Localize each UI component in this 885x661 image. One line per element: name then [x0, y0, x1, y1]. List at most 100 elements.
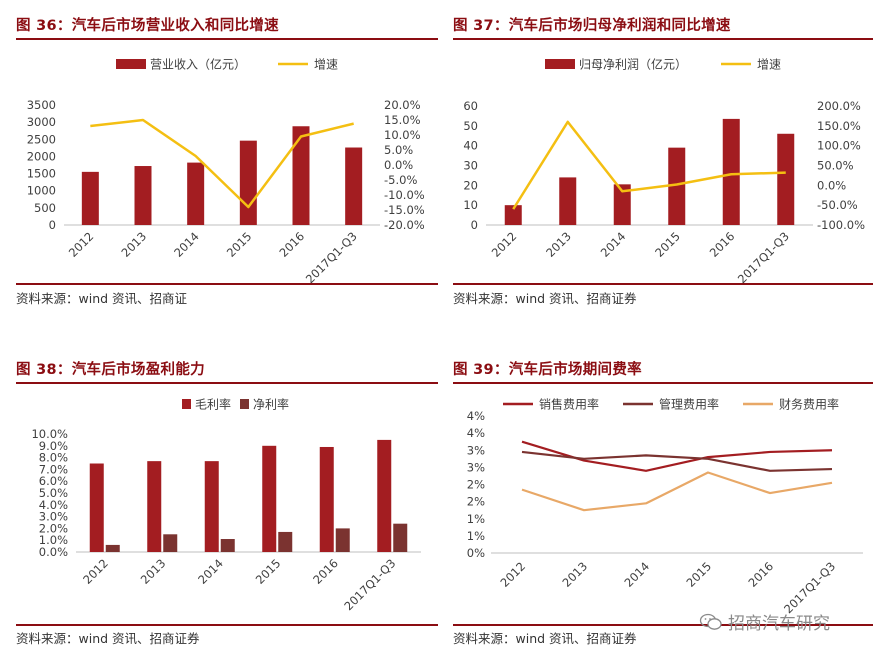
series-line [512, 120, 786, 210]
bar [668, 147, 686, 225]
y-tick-label: 3.0% [39, 510, 68, 524]
bar [335, 528, 350, 552]
y-tick-label-left: 3000 [27, 115, 56, 129]
y-tick-label-right: -5.0% [384, 173, 417, 187]
x-tick-label: 2014 [195, 556, 226, 587]
y-tick-label-left: 60 [463, 99, 478, 113]
y-tick-label: 4% [467, 409, 485, 423]
x-tick-label: 2016 [310, 556, 341, 587]
chart-fig37: 0 10 20 30 40 50 60 -100.0% -50.0% 0.0% 50.0% 100.0… [463, 57, 865, 287]
bar [239, 140, 257, 225]
chart-fig39: 0% 1% 1% 2% 2% 3% 3% 4% 4% 2012 2013 2014 2015 2016 20… [467, 397, 863, 616]
y-tick-label-left: 40 [463, 139, 478, 153]
wechat-icon [699, 613, 722, 630]
y-tick-label-left: 2000 [27, 149, 56, 163]
bar [613, 184, 631, 225]
x-tick-label: 2016 [707, 229, 738, 260]
x-tick-label: 2012 [66, 229, 97, 260]
legend-label: 归母净利润（亿元） [579, 57, 687, 72]
x-tick-label: 2015 [253, 556, 284, 587]
x-tick-label: 2014 [622, 559, 653, 590]
legend-swatch [545, 59, 575, 69]
y-tick-label-right: 20.0% [384, 98, 421, 112]
x-tick-label: 2017Q1-Q3 [735, 229, 792, 286]
title-rule [453, 38, 873, 40]
footer-rule [16, 624, 438, 626]
y-tick-label: 6.0% [39, 474, 68, 488]
legend-label: 毛利率 [195, 397, 231, 412]
y-tick-label: 4.0% [39, 498, 68, 512]
x-tick-label: 2013 [543, 229, 574, 260]
y-tick-label-right: 10.0% [384, 128, 421, 142]
series-line [521, 450, 833, 472]
chart-source: 资料来源：wind 资讯、招商证券 [453, 631, 637, 646]
y-tick-label: 4% [467, 426, 485, 440]
x-tick-label: 2012 [498, 559, 529, 590]
bar [105, 544, 120, 552]
y-tick-label: 0% [467, 546, 485, 560]
x-tick-label: 2012 [80, 556, 111, 587]
y-tick-label-right: -20.0% [384, 218, 425, 232]
footer-rule [16, 283, 438, 285]
y-tick-label: 1.0% [39, 533, 68, 547]
y-tick-label-right: 150.0% [817, 119, 861, 133]
bar [204, 461, 219, 552]
legend-label: 营业收入（亿元） [150, 57, 246, 72]
bar [504, 205, 522, 225]
y-tick-label-right: 0.0% [817, 178, 846, 192]
y-tick-label-left: 3500 [27, 98, 56, 112]
y-tick-label-right: -15.0% [384, 203, 425, 217]
panel-fig38: 图 38：汽车后市场盈利能力 0.0% 1.0% 2.0% 3.0% 4.0% 5.0% 6… [16, 358, 438, 658]
footer-rule [453, 624, 873, 626]
y-tick-label-right: -50.0% [817, 198, 858, 212]
y-tick-label-right: 0.0% [384, 158, 413, 172]
y-tick-label: 3% [467, 443, 485, 457]
y-tick-label-left: 1500 [27, 167, 56, 181]
x-tick-label: 2017Q1-Q3 [303, 229, 360, 286]
y-tick-label-right: -100.0% [817, 218, 865, 232]
bar [345, 147, 363, 225]
y-tick-label-right: 15.0% [384, 113, 421, 127]
x-tick-label: 2013 [560, 559, 591, 590]
x-tick-label: 2014 [171, 229, 202, 260]
bar [292, 126, 310, 225]
x-tick-label: 2016 [746, 559, 777, 590]
bar [559, 177, 577, 225]
y-tick-label-left: 2500 [27, 132, 56, 146]
y-tick-label: 10.0% [31, 427, 68, 441]
y-tick-label-right: 200.0% [817, 99, 861, 113]
bar [377, 439, 392, 552]
title-rule [453, 382, 873, 384]
x-tick-label: 2013 [138, 556, 169, 587]
chart-fig36: 0 500 1000 1500 2000 2500 3000 3500 -20.0%-15.0%… [27, 57, 425, 287]
legend-label: 销售费用率 [539, 397, 599, 412]
legend-label: 增速 [314, 58, 338, 72]
panel-fig39: 图 39：汽车后市场期间费率 0% 1% 1% 2% 2% 3% 3% 4% 4% 2012 201… [453, 358, 873, 658]
legend-swatch [240, 399, 249, 409]
title-rule [16, 38, 438, 40]
y-tick-label: 0.0% [39, 545, 68, 559]
bar [147, 461, 162, 552]
bar [777, 133, 795, 225]
series-line [90, 118, 354, 209]
y-tick-label-right: 5.0% [384, 143, 413, 157]
bar [319, 446, 334, 552]
y-tick-label-left: 0 [471, 218, 478, 232]
bar [722, 118, 740, 225]
y-tick-label-left: 500 [34, 201, 56, 215]
legend-label: 管理费用率 [659, 397, 719, 412]
chart-title: 图 38：汽车后市场盈利能力 [16, 362, 205, 378]
series-line [521, 471, 833, 512]
y-tick-label-left: 1000 [27, 184, 56, 198]
x-tick-label: 2017Q1-Q3 [341, 556, 398, 613]
y-tick-label: 2% [467, 478, 485, 492]
bar [262, 445, 277, 552]
legend-label: 财务费用率 [779, 397, 839, 412]
watermark: 招商汽车研究 [699, 609, 830, 634]
legend-label: 净利率 [253, 397, 289, 412]
x-tick-label: 2015 [652, 229, 683, 260]
y-tick-label-right: 50.0% [817, 159, 854, 173]
y-tick-label-right: -10.0% [384, 188, 425, 202]
bar [163, 534, 178, 552]
bar [393, 523, 408, 552]
